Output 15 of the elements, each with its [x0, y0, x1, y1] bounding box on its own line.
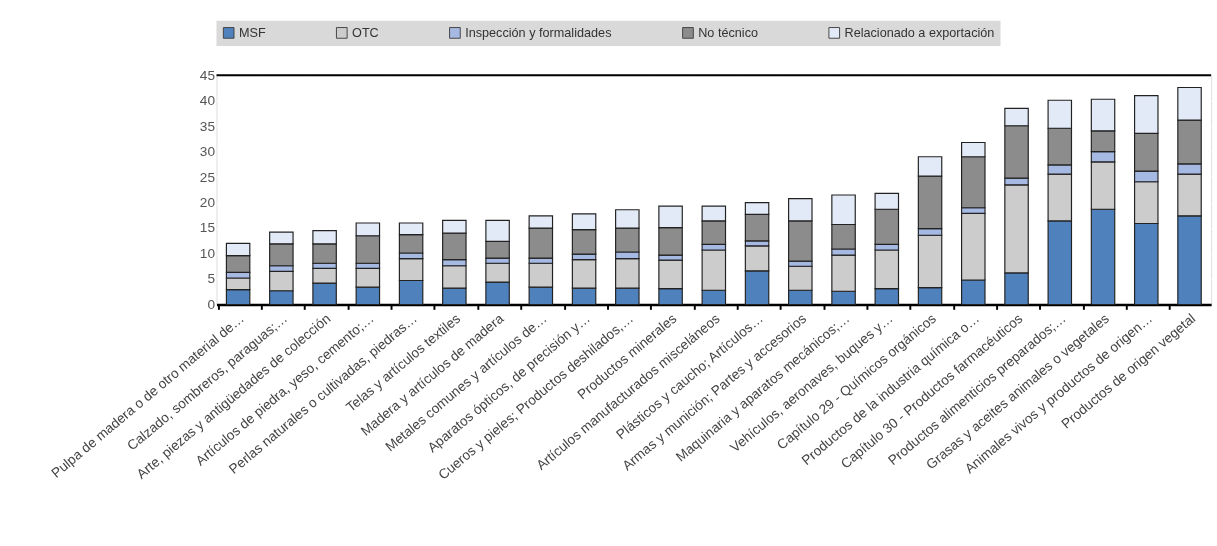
legend-label: No técnico [698, 25, 759, 40]
y-tick-label: 25 [199, 169, 216, 185]
y-tick-label: 20 [199, 195, 216, 211]
legend-label: OTC [352, 25, 379, 40]
y-tick-label: 30 [199, 144, 216, 160]
y-tick-label: 0 [207, 296, 216, 312]
legend-label: Relacionado a exportación [844, 25, 995, 40]
y-tick-label: 15 [199, 220, 216, 236]
y-tick-label: 5 [207, 271, 216, 287]
y-tick-label: 45 [199, 67, 216, 83]
y-tick-label: 35 [199, 118, 216, 134]
legend-label: MSF [238, 25, 266, 40]
legend-label: Inspección y formalidades [465, 25, 612, 40]
y-tick-label: 40 [199, 93, 216, 109]
y-tick-label: 10 [199, 245, 216, 261]
